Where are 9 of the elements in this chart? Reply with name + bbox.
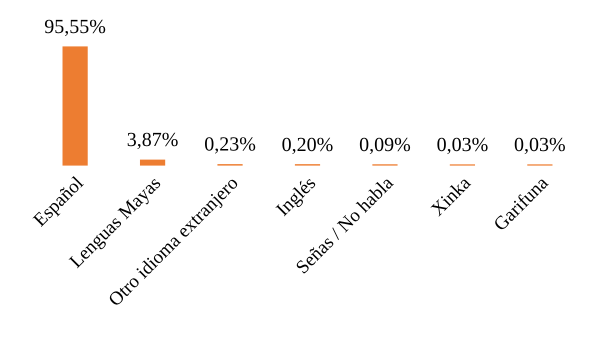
data-label: 0,09% xyxy=(359,134,411,156)
bar xyxy=(140,160,166,166)
data-label: 0,20% xyxy=(282,134,334,156)
data-label: 0,03% xyxy=(514,134,566,156)
data-label: 95,55% xyxy=(44,16,106,38)
bar xyxy=(62,46,88,166)
data-label: 0,23% xyxy=(204,134,256,156)
data-label: 0,03% xyxy=(436,134,488,156)
data-label: 3,87% xyxy=(126,129,178,152)
